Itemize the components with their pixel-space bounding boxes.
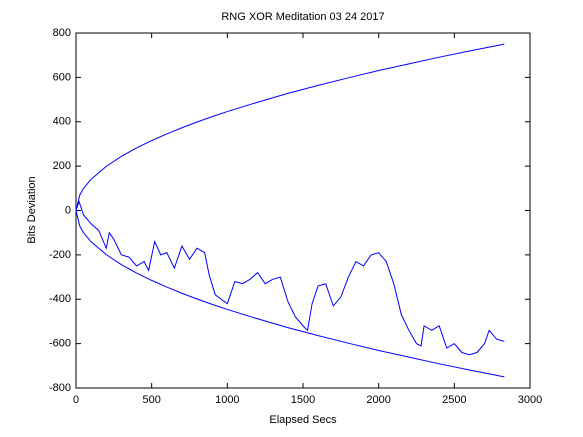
data-line	[75, 43, 505, 211]
y-tick-label: -600	[49, 338, 71, 350]
data-line	[75, 210, 505, 378]
x-tick-label: 2500	[442, 394, 466, 406]
x-tick-label: 3000	[518, 394, 542, 406]
x-tick-label: 0	[73, 394, 79, 406]
y-axis-label: Bits Deviation	[26, 176, 38, 243]
y-tick-label: -800	[49, 382, 71, 394]
x-axis-label: Elapsed Secs	[269, 414, 337, 426]
x-tick-label: 2000	[366, 394, 390, 406]
data-line	[75, 200, 505, 356]
y-tick-label: -200	[49, 249, 71, 261]
x-tick-label: 1500	[291, 394, 315, 406]
y-tick-label: 600	[53, 71, 71, 83]
x-tick-label: 500	[142, 394, 160, 406]
y-tick-label: 200	[53, 160, 71, 172]
chart-title: RNG XOR Meditation 03 24 2017	[221, 11, 384, 23]
x-tick-label: 1000	[215, 394, 239, 406]
y-tick-label: -400	[49, 293, 71, 305]
y-tick-label: 400	[53, 116, 71, 128]
y-tick-label: 800	[53, 27, 71, 39]
y-tick-label: 0	[65, 204, 71, 216]
